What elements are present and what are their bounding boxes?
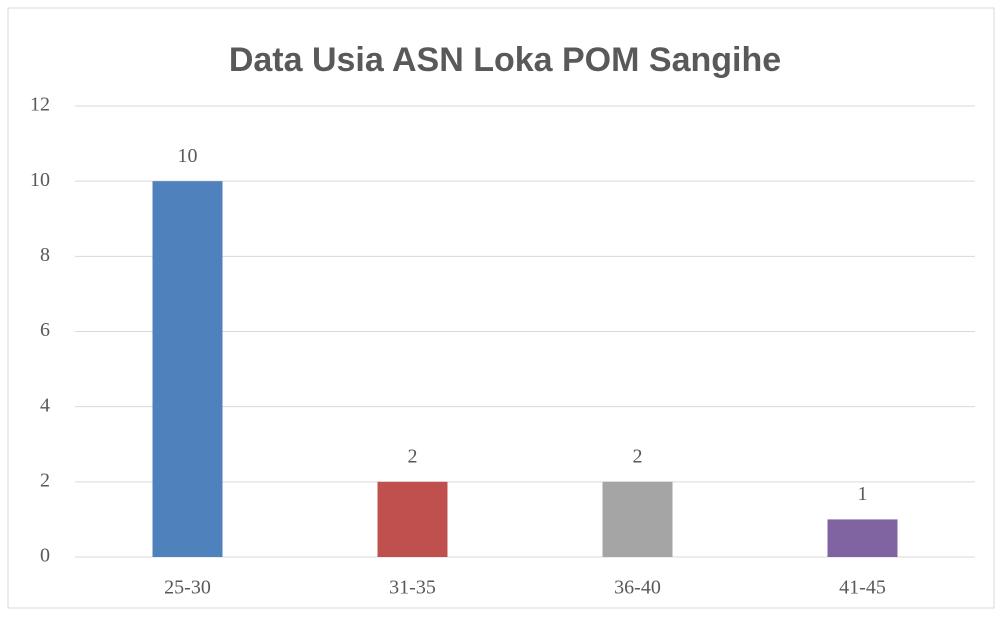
y-tick-label: 10 xyxy=(30,169,50,191)
x-tick-label: 36-40 xyxy=(614,577,661,599)
y-tick-label: 0 xyxy=(40,545,50,567)
y-tick-label: 4 xyxy=(40,394,50,416)
bar xyxy=(602,481,673,557)
chart-title: Data Usia ASN Loka POM Sangihe xyxy=(229,41,781,79)
bar xyxy=(377,481,448,557)
y-tick-label: 8 xyxy=(40,244,50,266)
y-tick-label: 2 xyxy=(40,469,50,491)
data-label: 10 xyxy=(178,145,198,167)
y-tick-label: 12 xyxy=(30,94,50,116)
x-tick-label: 31-35 xyxy=(389,577,436,599)
data-label: 2 xyxy=(408,445,418,467)
y-tick-label: 6 xyxy=(40,319,50,341)
data-label: 2 xyxy=(633,445,643,467)
x-tick-label: 25-30 xyxy=(164,577,211,599)
x-tick-label: 41-45 xyxy=(839,577,886,599)
data-label: 1 xyxy=(858,483,868,505)
bar xyxy=(152,181,223,557)
bar xyxy=(827,519,898,557)
